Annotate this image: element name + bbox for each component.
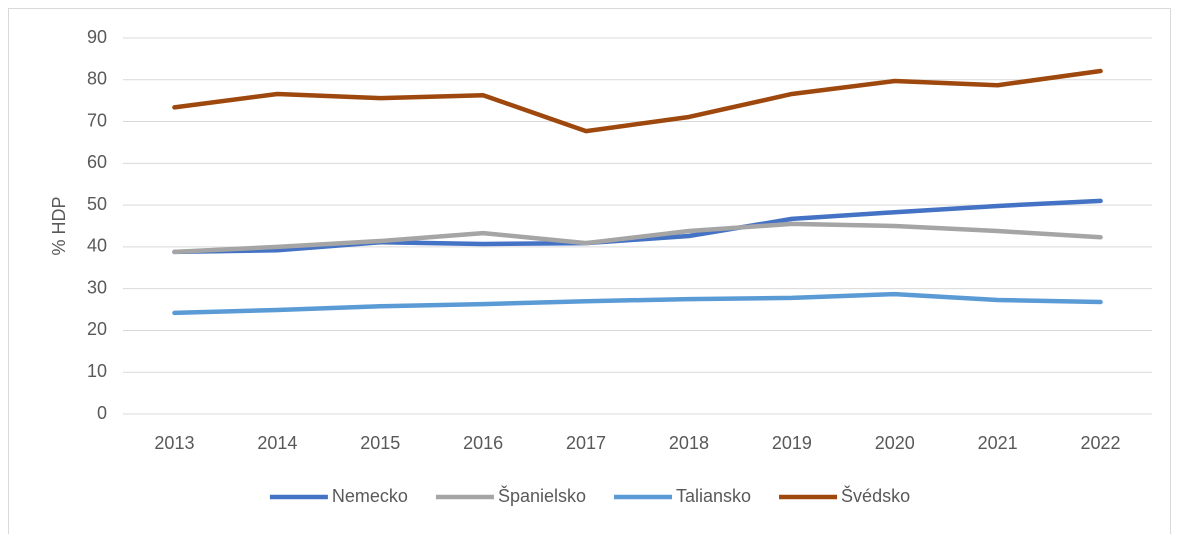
x-tick-label: 2022	[1081, 433, 1121, 453]
legend-label: Taliansko	[676, 486, 751, 506]
legend-label: Švédsko	[841, 485, 910, 506]
legend-label: Španielsko	[498, 485, 586, 506]
chart-frame	[8, 8, 1171, 539]
series-line	[172, 68, 1103, 134]
x-tick-label: 2016	[463, 433, 503, 453]
x-tick-label: 2021	[978, 433, 1018, 453]
series-line	[172, 291, 1103, 316]
y-tick-label: 50	[87, 194, 107, 214]
x-tick-label: 2013	[154, 433, 194, 453]
legend-label: Nemecko	[332, 486, 408, 506]
y-tick-label: 40	[87, 236, 107, 256]
x-tick-label: 2017	[566, 433, 606, 453]
x-tick-label: 2015	[360, 433, 400, 453]
y-axis-label: % HDP	[49, 196, 69, 255]
y-tick-label: 0	[97, 403, 107, 423]
y-tick-label: 70	[87, 110, 107, 130]
series-line	[172, 198, 1103, 255]
series-line	[172, 221, 1103, 255]
y-tick-label: 60	[87, 152, 107, 172]
y-tick-label: 90	[87, 27, 107, 47]
y-tick-label: 30	[87, 277, 107, 297]
x-tick-label: 2014	[257, 433, 297, 453]
x-tick-label: 2018	[669, 433, 709, 453]
y-tick-label: 80	[87, 69, 107, 89]
y-tick-label: 20	[87, 319, 107, 339]
x-tick-label: 2020	[875, 433, 915, 453]
x-tick-label: 2019	[772, 433, 812, 453]
y-tick-label: 10	[87, 361, 107, 381]
